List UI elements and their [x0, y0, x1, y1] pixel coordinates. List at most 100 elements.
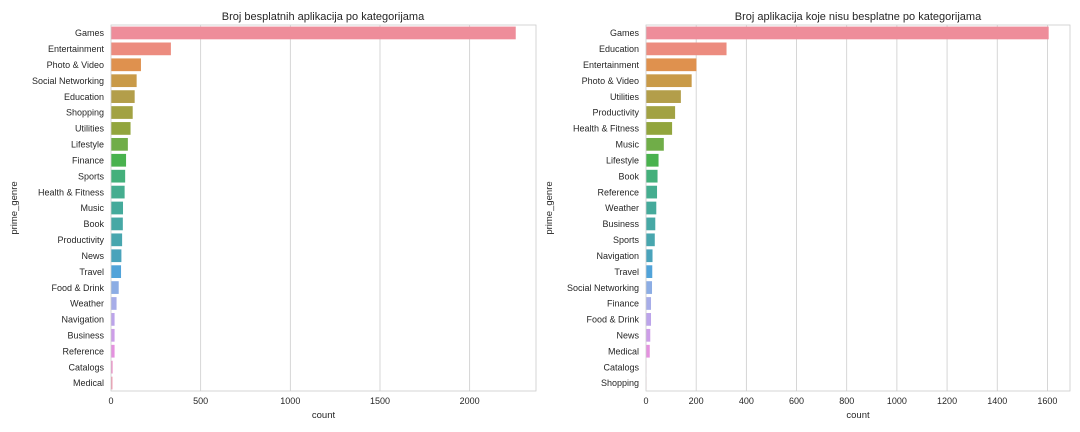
x-tick-label: 1000 — [887, 396, 907, 406]
bar — [111, 42, 171, 56]
bar — [646, 265, 653, 279]
y-tick-label: Music — [80, 203, 104, 213]
y-tick-label: Navigation — [596, 251, 639, 261]
bar — [111, 74, 137, 88]
y-tick-label: Social Networking — [567, 283, 639, 293]
bar — [646, 281, 653, 294]
x-tick-label: 200 — [689, 396, 704, 406]
chart-panel-2: Broj aplikacija koje nisu besplatne po k… — [544, 11, 1071, 421]
y-tick-label: Photo & Video — [582, 76, 639, 86]
chart-title: Broj aplikacija koje nisu besplatne po k… — [735, 11, 982, 23]
y-tick-label: Navigation — [61, 315, 104, 325]
y-tick-label: Travel — [79, 267, 104, 277]
y-tick-label: Health & Fitness — [573, 124, 640, 134]
x-tick-label: 0 — [108, 396, 113, 406]
y-tick-label: Business — [67, 331, 104, 341]
bar — [646, 122, 673, 135]
y-tick-label: Sports — [613, 235, 640, 245]
bar — [111, 169, 126, 183]
y-tick-label: Utilities — [75, 124, 105, 134]
bar — [646, 201, 657, 215]
y-tick-label: Medical — [73, 378, 104, 388]
x-axis-label: count — [312, 410, 336, 421]
y-tick-label: Productivity — [57, 235, 104, 245]
x-tick-label: 1400 — [987, 396, 1007, 406]
bar — [111, 328, 115, 342]
y-tick-label: Travel — [614, 267, 639, 277]
y-tick-label: Reference — [597, 187, 639, 197]
y-tick-label: Shopping — [601, 378, 639, 388]
y-tick-label: Weather — [605, 203, 639, 213]
bar — [111, 297, 117, 310]
x-tick-label: 1600 — [1037, 396, 1057, 406]
bar — [111, 313, 115, 326]
y-tick-label: Medical — [608, 346, 639, 356]
y-tick-label: Social Networking — [32, 76, 104, 86]
bar — [646, 106, 676, 119]
y-tick-label: News — [616, 331, 639, 341]
y-tick-label: News — [81, 251, 104, 261]
bar — [646, 58, 697, 72]
bar — [646, 344, 650, 358]
y-tick-label: Food & Drink — [586, 315, 639, 325]
bar — [646, 26, 1049, 40]
y-tick-label: Lifestyle — [71, 140, 104, 150]
bar — [646, 297, 652, 310]
y-tick-label: Business — [602, 219, 639, 229]
y-tick-label: Photo & Video — [47, 60, 104, 70]
y-axis-label: prime_genre — [9, 181, 20, 234]
bar — [646, 90, 681, 103]
bar — [111, 201, 124, 215]
bar — [646, 249, 653, 263]
y-tick-label: Health & Fitness — [38, 187, 105, 197]
bar — [111, 26, 516, 40]
bar — [111, 153, 127, 167]
y-tick-label: Education — [599, 44, 639, 54]
bar — [111, 106, 133, 119]
y-tick-label: Book — [618, 171, 639, 181]
chart-title: Broj besplatnih aplikacija po kategorija… — [222, 11, 425, 23]
bar — [111, 281, 119, 294]
bar — [646, 217, 656, 231]
x-tick-label: 0 — [643, 396, 648, 406]
y-tick-label: Lifestyle — [606, 155, 639, 165]
y-tick-label: Catalogs — [603, 362, 639, 372]
bar — [111, 58, 141, 72]
bar — [646, 328, 651, 342]
x-tick-label: 1500 — [370, 396, 390, 406]
y-tick-label: Education — [64, 92, 104, 102]
bar — [111, 90, 135, 103]
bar — [646, 74, 692, 88]
plot-frame — [645, 24, 1071, 392]
y-tick-label: Games — [75, 28, 105, 38]
y-tick-label: Utilities — [610, 92, 640, 102]
x-tick-label: 2000 — [460, 396, 480, 406]
y-tick-label: Sports — [78, 171, 105, 181]
bar — [646, 42, 727, 56]
bar — [646, 313, 652, 326]
y-tick-label: Shopping — [66, 108, 104, 118]
y-tick-label: Weather — [70, 299, 104, 309]
y-tick-label: Food & Drink — [51, 283, 104, 293]
bar — [646, 169, 658, 183]
y-tick-label: Catalogs — [68, 362, 104, 372]
bar — [111, 217, 123, 231]
bar — [111, 360, 113, 374]
bar — [111, 185, 125, 199]
y-axis-label: prime_genre — [544, 181, 555, 234]
plot-frame — [110, 24, 537, 392]
bar — [646, 233, 655, 247]
bar — [111, 233, 123, 247]
bar — [646, 185, 658, 199]
y-tick-label: Entertainment — [583, 60, 640, 70]
bar — [646, 153, 659, 167]
x-tick-label: 400 — [739, 396, 754, 406]
y-tick-label: Finance — [72, 155, 104, 165]
chart-panel-1: Broj besplatnih aplikacija po kategorija… — [9, 11, 537, 421]
bar — [111, 265, 122, 279]
x-tick-label: 1000 — [280, 396, 300, 406]
x-tick-label: 600 — [789, 396, 804, 406]
x-axis-label: count — [846, 410, 870, 421]
bar — [111, 137, 128, 151]
